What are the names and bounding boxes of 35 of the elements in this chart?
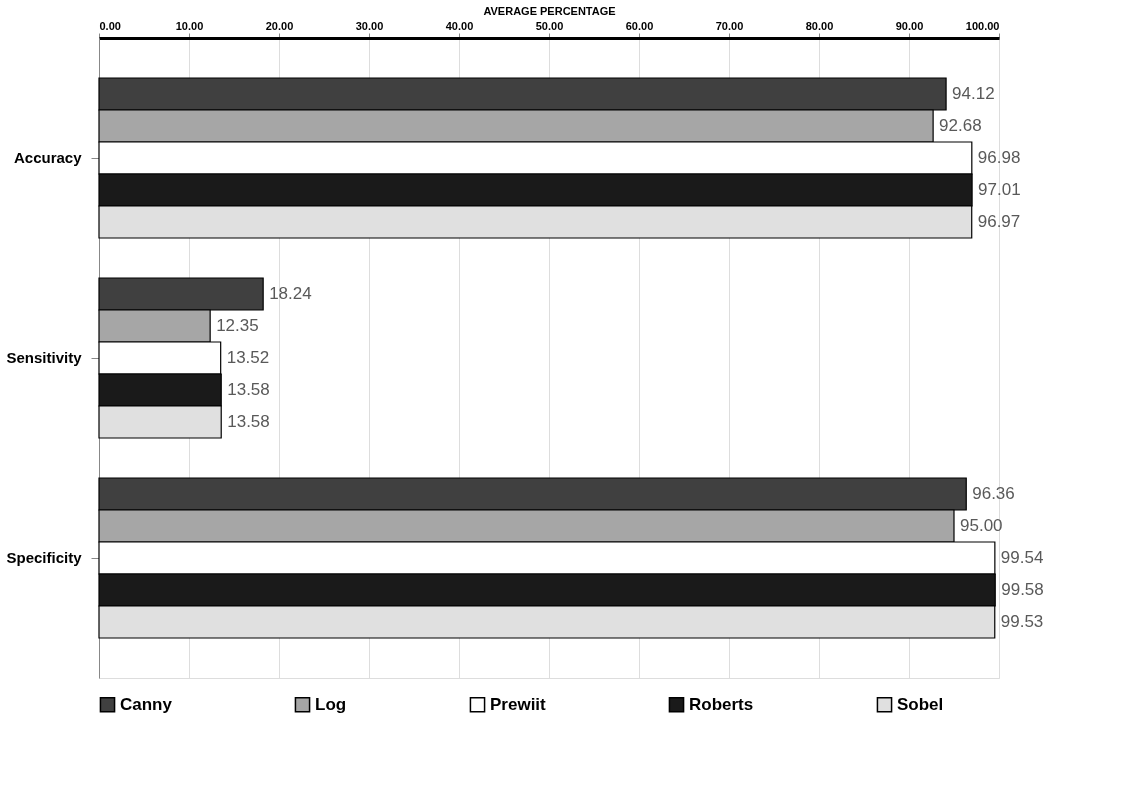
y-tick-label: Specificity [6, 549, 83, 566]
legend-label: Sobel [897, 694, 944, 714]
data-label: 99.54 [1000, 548, 1044, 567]
data-label: 97.01 [978, 180, 1021, 199]
legend-label: Prewiit [490, 694, 547, 714]
data-label: 95.00 [960, 516, 1003, 535]
legend-label: Log [315, 694, 347, 714]
data-label: 94.12 [952, 84, 995, 103]
x-tick-label: 90.00 [895, 19, 924, 32]
legend-label: Canny [120, 694, 173, 714]
x-tick-label: 0.00 [99, 19, 121, 32]
data-label: 13.52 [226, 348, 270, 367]
data-label: 99.58 [1001, 580, 1044, 599]
x-tick-label: 100.00 [965, 19, 1000, 32]
x-tick-label: 80.00 [805, 19, 834, 32]
x-tick-label: 20.00 [265, 19, 294, 32]
y-tick-label: Accuracy [13, 149, 83, 166]
data-label: 99.53 [1000, 612, 1044, 631]
data-label: 12.35 [216, 316, 259, 335]
data-label: 13.58 [227, 412, 270, 431]
x-tick-label: 70.00 [715, 19, 744, 32]
data-label: 96.97 [977, 212, 1021, 231]
data-label: 92.68 [939, 116, 982, 135]
data-label: 96.36 [972, 484, 1015, 503]
x-tick-label: 10.00 [175, 19, 204, 32]
data-label: 96.98 [977, 148, 1021, 167]
x-tick-label: 60.00 [625, 19, 654, 32]
y-tick-label: Sensitivity [6, 349, 83, 366]
data-label: 18.24 [269, 284, 312, 303]
x-tick-label: 50.00 [535, 19, 564, 32]
data-label: 13.58 [227, 380, 270, 399]
x-tick-label: 40.00 [445, 19, 474, 32]
x-axis-title: AVERAGE PERCENTAGE [483, 4, 616, 17]
legend-label: Roberts [689, 694, 754, 714]
x-tick-label: 30.00 [355, 19, 384, 32]
